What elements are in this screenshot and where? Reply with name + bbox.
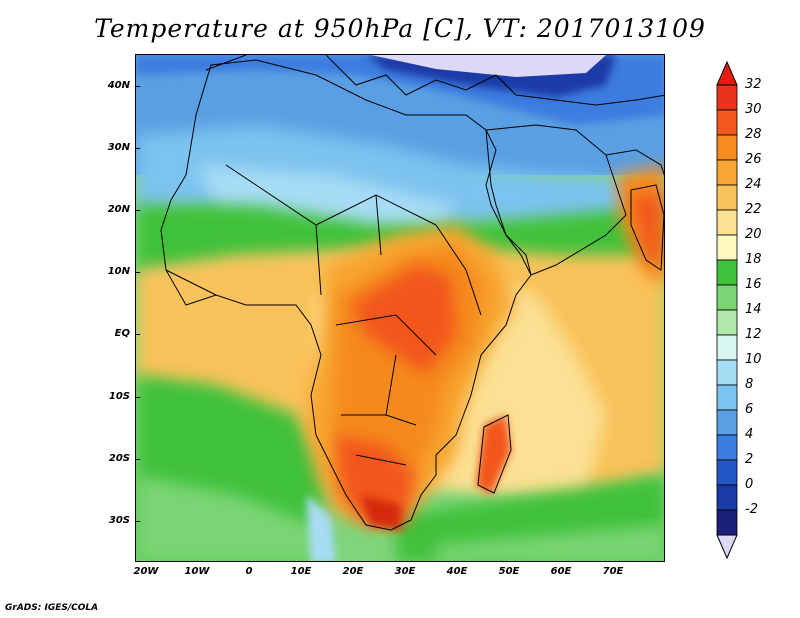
colorbar-swatch <box>716 184 738 211</box>
lat-tick <box>135 86 140 87</box>
colorbar-swatch <box>716 484 738 511</box>
lon-label-60e: 60E <box>550 566 572 577</box>
europe-very-cold <box>371 55 606 77</box>
colorbar-label: 12 <box>745 327 762 342</box>
africa-coastline <box>160 59 532 531</box>
colorbar-label: 22 <box>745 202 762 217</box>
southern-ocean-light <box>436 525 664 561</box>
lon-label-10e: 10E <box>290 566 312 577</box>
lon-label-20w: 20W <box>133 566 159 577</box>
colorbar-swatch <box>716 509 738 536</box>
colorbar-swatch <box>716 159 738 186</box>
lon-label-20e: 20E <box>342 566 364 577</box>
lat-tick <box>135 397 140 398</box>
mediterranean-coast <box>205 55 664 106</box>
colorbar-swatch <box>716 384 738 411</box>
colorbar-label: 20 <box>745 227 762 242</box>
lat-tick <box>135 272 140 273</box>
lat-tick <box>135 210 140 211</box>
colorbar-swatch <box>716 84 738 111</box>
country-borders <box>165 164 482 466</box>
lat-label-40n: 40N <box>107 80 130 91</box>
colorbar-label: -2 <box>745 502 758 517</box>
lat-label-20s: 20S <box>108 453 130 464</box>
benguela-cool <box>306 495 336 561</box>
colorbar-swatch <box>716 109 738 136</box>
central-africa-hotspot <box>351 265 456 375</box>
lat-label-eq: EQ <box>114 328 130 339</box>
lat-label-20n: 20N <box>107 204 130 215</box>
colorbar-label: 6 <box>745 402 754 417</box>
colorbar-swatch <box>716 334 738 361</box>
colorbar-label: 28 <box>745 127 762 142</box>
colorbar-label: 14 <box>745 302 762 317</box>
madagascar-warm <box>476 415 511 495</box>
colorbar-swatch <box>716 409 738 436</box>
lat-label-10n: 10N <box>107 266 130 277</box>
lat-label-30n: 30N <box>107 142 130 153</box>
southern-africa-core <box>361 495 401 530</box>
lon-label-40e: 40E <box>446 566 468 577</box>
colorbar-label: 18 <box>745 252 762 267</box>
lon-label-30e: 30E <box>394 566 416 577</box>
colorbar-swatches <box>716 84 738 536</box>
colorbar-label: 8 <box>745 377 754 392</box>
lat-tick <box>135 459 140 460</box>
lat-label-30s: 30S <box>108 515 130 526</box>
colorbar-min-arrow <box>716 534 738 560</box>
grads-credit: GrADS: IGES/COLA <box>5 603 99 613</box>
iran-coastline <box>605 149 664 176</box>
colorbar-label: 16 <box>745 277 762 292</box>
colorbar-swatch <box>716 209 738 236</box>
colorbar-label: 24 <box>745 177 762 192</box>
lon-label-50e: 50E <box>498 566 520 577</box>
southern-africa-hotspot <box>336 435 416 525</box>
lon-label-70e: 70E <box>602 566 624 577</box>
lon-label-0: 0 <box>245 566 253 577</box>
colorbar-swatch <box>716 309 738 336</box>
colorbar-swatch <box>716 359 738 386</box>
lon-label-10w: 10W <box>184 566 210 577</box>
map-canvas <box>136 55 664 561</box>
colorbar-label: 32 <box>745 77 762 92</box>
colorbar-swatch <box>716 234 738 261</box>
colorbar-swatch <box>716 259 738 286</box>
south-atlantic-light <box>136 475 335 561</box>
colorbar-label: 10 <box>745 352 762 367</box>
colorbar-label: 4 <box>745 427 754 442</box>
colorbar-label: 26 <box>745 152 762 167</box>
colorbar-label: 2 <box>745 452 754 467</box>
colorbar <box>716 60 738 560</box>
colorbar-label: 30 <box>745 102 762 117</box>
colorbar-swatch <box>716 434 738 461</box>
lat-label-10s: 10S <box>108 391 130 402</box>
lat-tick <box>135 334 140 335</box>
temperature-map <box>135 54 665 562</box>
india-coastline <box>630 184 664 271</box>
colorbar-label: 0 <box>745 477 754 492</box>
temperature-field <box>136 55 664 561</box>
colorbar-max-arrow <box>716 60 738 86</box>
colorbar-swatch <box>716 459 738 486</box>
chart-title: Temperature at 950hPa [C], VT: 201701310… <box>94 14 706 43</box>
lat-tick <box>135 521 140 522</box>
colorbar-swatch <box>716 284 738 311</box>
lat-tick <box>135 148 140 149</box>
colorbar-swatch <box>716 134 738 161</box>
india-hot <box>631 195 661 265</box>
arabia-coastline <box>485 124 627 276</box>
coastlines <box>160 55 664 531</box>
madagascar-coastline <box>477 414 512 494</box>
